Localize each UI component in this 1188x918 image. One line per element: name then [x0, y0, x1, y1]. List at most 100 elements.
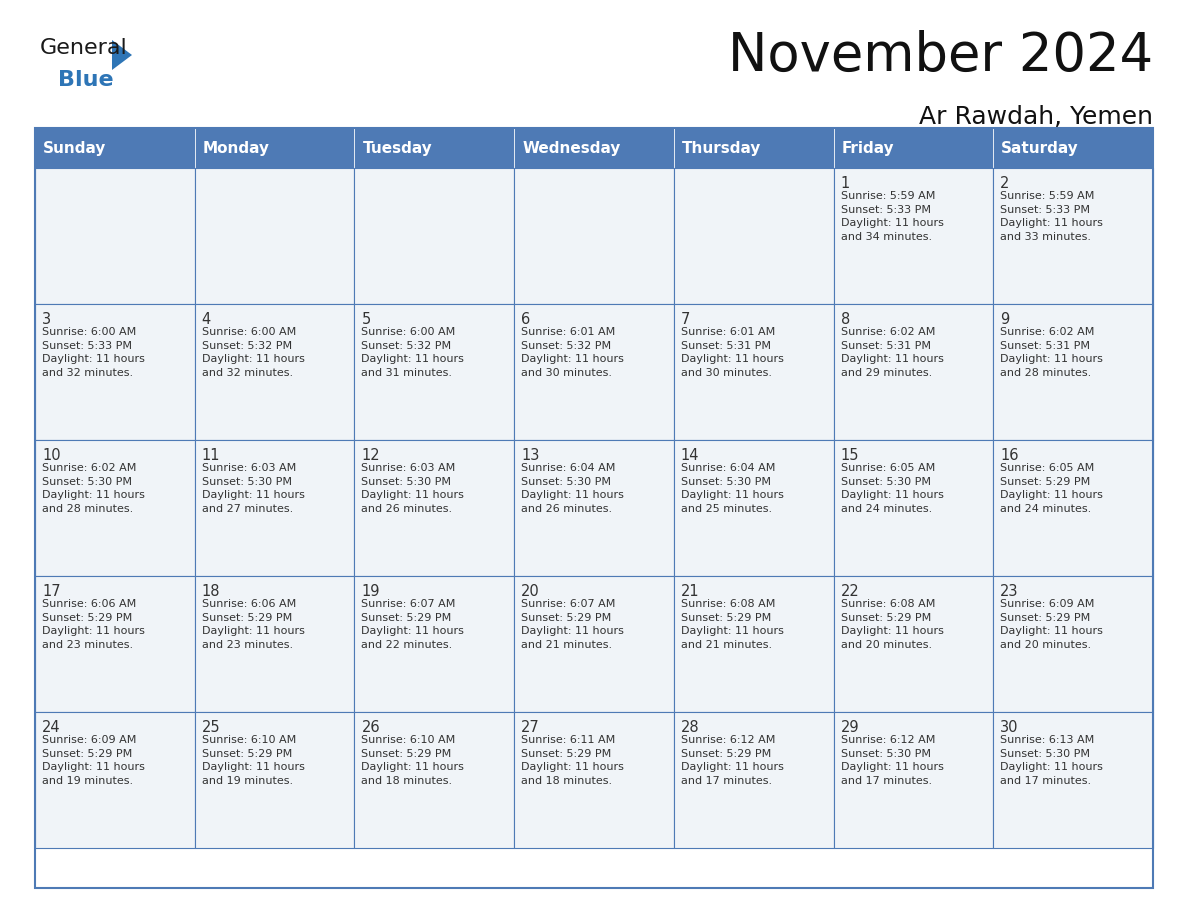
Bar — [514, 128, 674, 168]
Text: Sunrise: 6:06 AM
Sunset: 5:29 PM
Daylight: 11 hours
and 23 minutes.: Sunrise: 6:06 AM Sunset: 5:29 PM Dayligh… — [42, 599, 145, 650]
Text: Sunrise: 6:04 AM
Sunset: 5:30 PM
Daylight: 11 hours
and 26 minutes.: Sunrise: 6:04 AM Sunset: 5:30 PM Dayligh… — [522, 463, 624, 514]
Text: Sunrise: 6:08 AM
Sunset: 5:29 PM
Daylight: 11 hours
and 21 minutes.: Sunrise: 6:08 AM Sunset: 5:29 PM Dayligh… — [681, 599, 784, 650]
Text: Sunrise: 6:01 AM
Sunset: 5:31 PM
Daylight: 11 hours
and 30 minutes.: Sunrise: 6:01 AM Sunset: 5:31 PM Dayligh… — [681, 327, 784, 378]
Bar — [834, 168, 993, 304]
Text: Sunrise: 6:00 AM
Sunset: 5:32 PM
Daylight: 11 hours
and 32 minutes.: Sunrise: 6:00 AM Sunset: 5:32 PM Dayligh… — [202, 327, 304, 378]
Text: Sunday: Sunday — [43, 140, 107, 155]
Bar — [34, 168, 195, 304]
Text: 7: 7 — [681, 312, 690, 327]
Text: 26: 26 — [361, 720, 380, 735]
Bar — [834, 576, 993, 712]
Bar — [195, 576, 354, 712]
Bar — [514, 440, 674, 576]
Bar — [674, 440, 834, 576]
Bar — [834, 128, 993, 168]
Bar — [674, 304, 834, 440]
Text: Sunrise: 6:03 AM
Sunset: 5:30 PM
Daylight: 11 hours
and 26 minutes.: Sunrise: 6:03 AM Sunset: 5:30 PM Dayligh… — [361, 463, 465, 514]
Bar — [354, 712, 514, 848]
Text: 6: 6 — [522, 312, 530, 327]
Bar — [674, 128, 834, 168]
Bar — [195, 168, 354, 304]
Bar — [834, 304, 993, 440]
Text: 18: 18 — [202, 584, 220, 599]
Bar — [34, 440, 195, 576]
Bar — [354, 128, 514, 168]
Text: Sunrise: 6:11 AM
Sunset: 5:29 PM
Daylight: 11 hours
and 18 minutes.: Sunrise: 6:11 AM Sunset: 5:29 PM Dayligh… — [522, 735, 624, 786]
Text: Ar Rawdah, Yemen: Ar Rawdah, Yemen — [920, 105, 1154, 129]
Bar — [34, 128, 195, 168]
Bar — [514, 712, 674, 848]
Text: Sunrise: 6:06 AM
Sunset: 5:29 PM
Daylight: 11 hours
and 23 minutes.: Sunrise: 6:06 AM Sunset: 5:29 PM Dayligh… — [202, 599, 304, 650]
Text: Sunrise: 6:07 AM
Sunset: 5:29 PM
Daylight: 11 hours
and 22 minutes.: Sunrise: 6:07 AM Sunset: 5:29 PM Dayligh… — [361, 599, 465, 650]
Text: Sunrise: 6:13 AM
Sunset: 5:30 PM
Daylight: 11 hours
and 17 minutes.: Sunrise: 6:13 AM Sunset: 5:30 PM Dayligh… — [1000, 735, 1104, 786]
Text: Monday: Monday — [203, 140, 270, 155]
Bar — [674, 712, 834, 848]
Bar — [195, 712, 354, 848]
Text: Sunrise: 6:09 AM
Sunset: 5:29 PM
Daylight: 11 hours
and 19 minutes.: Sunrise: 6:09 AM Sunset: 5:29 PM Dayligh… — [42, 735, 145, 786]
Text: Sunrise: 5:59 AM
Sunset: 5:33 PM
Daylight: 11 hours
and 34 minutes.: Sunrise: 5:59 AM Sunset: 5:33 PM Dayligh… — [841, 191, 943, 241]
Text: 3: 3 — [42, 312, 51, 327]
Text: Sunrise: 6:08 AM
Sunset: 5:29 PM
Daylight: 11 hours
and 20 minutes.: Sunrise: 6:08 AM Sunset: 5:29 PM Dayligh… — [841, 599, 943, 650]
Text: Sunrise: 6:09 AM
Sunset: 5:29 PM
Daylight: 11 hours
and 20 minutes.: Sunrise: 6:09 AM Sunset: 5:29 PM Dayligh… — [1000, 599, 1104, 650]
Text: Sunrise: 6:10 AM
Sunset: 5:29 PM
Daylight: 11 hours
and 19 minutes.: Sunrise: 6:10 AM Sunset: 5:29 PM Dayligh… — [202, 735, 304, 786]
Text: Friday: Friday — [841, 140, 895, 155]
Bar — [195, 304, 354, 440]
Text: Sunrise: 6:01 AM
Sunset: 5:32 PM
Daylight: 11 hours
and 30 minutes.: Sunrise: 6:01 AM Sunset: 5:32 PM Dayligh… — [522, 327, 624, 378]
Bar — [354, 576, 514, 712]
Polygon shape — [112, 40, 132, 70]
Text: Sunrise: 6:00 AM
Sunset: 5:32 PM
Daylight: 11 hours
and 31 minutes.: Sunrise: 6:00 AM Sunset: 5:32 PM Dayligh… — [361, 327, 465, 378]
Text: 10: 10 — [42, 448, 61, 463]
Text: 5: 5 — [361, 312, 371, 327]
Text: Sunrise: 6:10 AM
Sunset: 5:29 PM
Daylight: 11 hours
and 18 minutes.: Sunrise: 6:10 AM Sunset: 5:29 PM Dayligh… — [361, 735, 465, 786]
Text: Sunrise: 6:02 AM
Sunset: 5:30 PM
Daylight: 11 hours
and 28 minutes.: Sunrise: 6:02 AM Sunset: 5:30 PM Dayligh… — [42, 463, 145, 514]
Text: Sunrise: 6:07 AM
Sunset: 5:29 PM
Daylight: 11 hours
and 21 minutes.: Sunrise: 6:07 AM Sunset: 5:29 PM Dayligh… — [522, 599, 624, 650]
Text: 30: 30 — [1000, 720, 1019, 735]
Text: Sunrise: 6:04 AM
Sunset: 5:30 PM
Daylight: 11 hours
and 25 minutes.: Sunrise: 6:04 AM Sunset: 5:30 PM Dayligh… — [681, 463, 784, 514]
Bar — [993, 128, 1154, 168]
Bar — [195, 440, 354, 576]
Text: 17: 17 — [42, 584, 61, 599]
Bar — [514, 304, 674, 440]
Text: Sunrise: 6:00 AM
Sunset: 5:33 PM
Daylight: 11 hours
and 32 minutes.: Sunrise: 6:00 AM Sunset: 5:33 PM Dayligh… — [42, 327, 145, 378]
Text: 13: 13 — [522, 448, 539, 463]
Bar — [34, 304, 195, 440]
Bar — [993, 168, 1154, 304]
Bar — [195, 128, 354, 168]
Text: Sunrise: 6:02 AM
Sunset: 5:31 PM
Daylight: 11 hours
and 28 minutes.: Sunrise: 6:02 AM Sunset: 5:31 PM Dayligh… — [1000, 327, 1104, 378]
Text: 14: 14 — [681, 448, 700, 463]
Text: 22: 22 — [841, 584, 859, 599]
Text: Sunrise: 6:05 AM
Sunset: 5:29 PM
Daylight: 11 hours
and 24 minutes.: Sunrise: 6:05 AM Sunset: 5:29 PM Dayligh… — [1000, 463, 1104, 514]
Text: Sunrise: 6:05 AM
Sunset: 5:30 PM
Daylight: 11 hours
and 24 minutes.: Sunrise: 6:05 AM Sunset: 5:30 PM Dayligh… — [841, 463, 943, 514]
Text: Tuesday: Tuesday — [362, 140, 432, 155]
Text: Thursday: Thursday — [682, 140, 762, 155]
Text: 21: 21 — [681, 584, 700, 599]
Text: 4: 4 — [202, 312, 211, 327]
Text: 9: 9 — [1000, 312, 1010, 327]
Text: 27: 27 — [522, 720, 539, 735]
Text: 24: 24 — [42, 720, 61, 735]
Bar — [834, 712, 993, 848]
Bar — [993, 304, 1154, 440]
Bar — [993, 576, 1154, 712]
Text: Sunrise: 6:03 AM
Sunset: 5:30 PM
Daylight: 11 hours
and 27 minutes.: Sunrise: 6:03 AM Sunset: 5:30 PM Dayligh… — [202, 463, 304, 514]
Text: 23: 23 — [1000, 584, 1019, 599]
Text: 11: 11 — [202, 448, 220, 463]
Text: 19: 19 — [361, 584, 380, 599]
Bar — [354, 304, 514, 440]
Bar — [34, 128, 1154, 888]
Bar — [34, 576, 195, 712]
Bar — [993, 440, 1154, 576]
Text: Blue: Blue — [58, 70, 114, 90]
Text: Sunrise: 5:59 AM
Sunset: 5:33 PM
Daylight: 11 hours
and 33 minutes.: Sunrise: 5:59 AM Sunset: 5:33 PM Dayligh… — [1000, 191, 1104, 241]
Text: 1: 1 — [841, 176, 849, 191]
Text: General: General — [40, 38, 128, 58]
Text: November 2024: November 2024 — [728, 30, 1154, 82]
Text: Sunrise: 6:12 AM
Sunset: 5:29 PM
Daylight: 11 hours
and 17 minutes.: Sunrise: 6:12 AM Sunset: 5:29 PM Dayligh… — [681, 735, 784, 786]
Bar — [34, 712, 195, 848]
Text: 12: 12 — [361, 448, 380, 463]
Bar — [514, 168, 674, 304]
Text: 8: 8 — [841, 312, 849, 327]
Bar — [354, 168, 514, 304]
Text: 28: 28 — [681, 720, 700, 735]
Text: Wednesday: Wednesday — [523, 140, 620, 155]
